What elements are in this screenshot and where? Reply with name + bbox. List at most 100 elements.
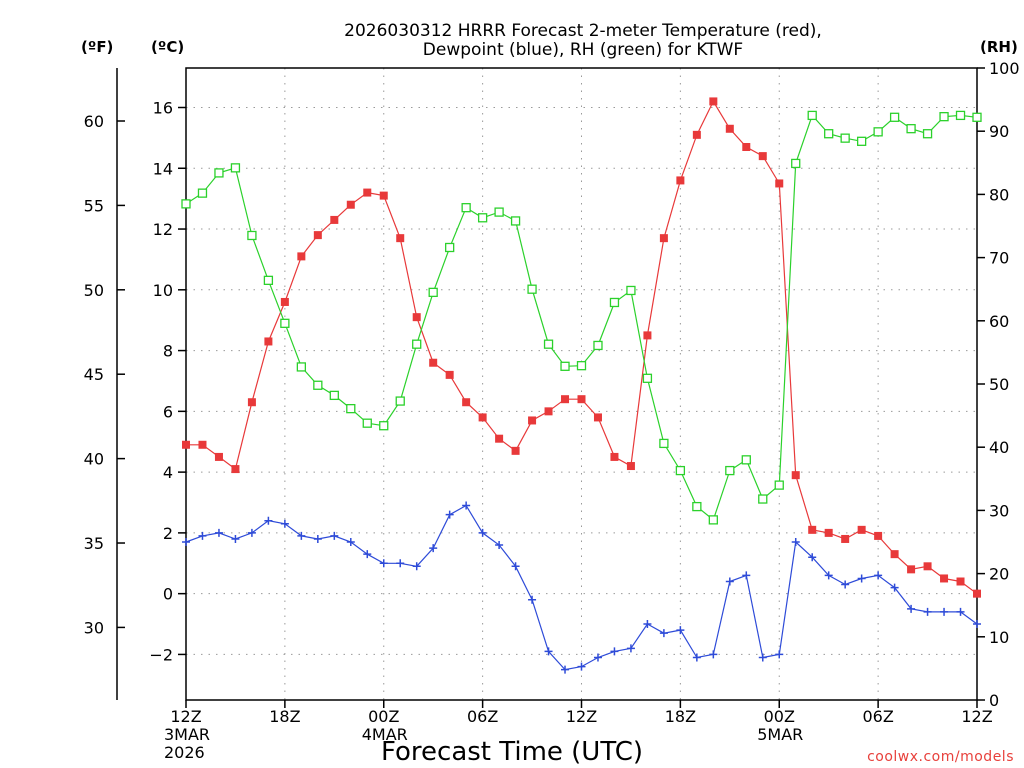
rh-point	[576, 361, 587, 371]
x-tick-label: 00Z	[368, 707, 399, 726]
rh-point	[873, 127, 883, 137]
temperature-point	[610, 452, 619, 461]
rh-point	[527, 284, 537, 294]
dewpoint-point	[182, 538, 190, 546]
rh-point	[922, 129, 933, 139]
celsius-tick-label: 10	[153, 281, 173, 300]
celsius-tick-label: 2	[163, 524, 173, 543]
temperature-point	[462, 398, 471, 407]
dewpoint-point	[709, 650, 718, 659]
rh-point	[346, 403, 356, 414]
temperature-line	[186, 100, 978, 595]
rh-point	[725, 465, 735, 476]
temperature-point	[198, 440, 207, 449]
rh-point	[824, 129, 834, 139]
fahrenheit-tick-label: 55	[84, 196, 104, 215]
celsius-tick-label: 14	[153, 159, 173, 178]
rh-point	[477, 213, 488, 223]
rh-tick-label: 70	[989, 249, 1009, 268]
rh-tick-label: 60	[989, 312, 1009, 331]
dewpoint-point	[247, 528, 256, 537]
fahrenheit-tick-label: 45	[84, 365, 104, 384]
temperature-point	[511, 446, 520, 455]
temperature-point	[659, 234, 668, 243]
grid-lines	[186, 68, 977, 700]
temperature-point	[264, 337, 273, 346]
dewpoint-point	[593, 653, 602, 662]
celsius-tick-label: 8	[163, 342, 173, 361]
rh-point	[840, 133, 850, 143]
rh-point	[626, 285, 636, 296]
rh-point	[412, 339, 422, 349]
rh-unit-label: (RH)	[980, 38, 1018, 56]
dewpoint-point	[561, 665, 570, 674]
temperature-point	[709, 97, 718, 106]
dewpoint-point	[808, 553, 817, 562]
temperature-point	[313, 231, 322, 240]
celsius-tick-label: 12	[153, 220, 173, 239]
rh-point	[329, 390, 339, 401]
dewpoint-point	[379, 559, 388, 568]
rh-tick-label: 90	[989, 122, 1009, 141]
rh-point	[791, 158, 801, 169]
rh-point	[461, 203, 471, 213]
dewpoint-point	[297, 531, 306, 540]
dewpoint-point	[973, 620, 981, 629]
temperature-point	[445, 370, 454, 379]
rh-point	[395, 396, 405, 406]
rh-point	[972, 112, 982, 122]
x-tick-label: 00Z	[764, 707, 795, 726]
dewpoint-point	[511, 562, 520, 571]
rh-tick-label: 80	[989, 185, 1009, 204]
rh-point	[543, 339, 554, 349]
dewpoint-point	[330, 531, 339, 540]
temperature-point	[841, 534, 850, 543]
rh-point	[593, 340, 603, 351]
temperature-point	[758, 152, 767, 161]
dewpoint-point	[445, 510, 454, 519]
dewpoint-point	[198, 531, 207, 540]
celsius-tick-label: 6	[163, 402, 173, 421]
rh-tick-label: 20	[989, 565, 1009, 584]
dewpoint-point	[857, 574, 866, 583]
x-tick-label: 06Z	[467, 707, 498, 726]
x-tick-label: 12Z	[170, 707, 201, 726]
dewpoint-point	[264, 516, 273, 525]
x-tick-label: 12Z	[566, 707, 597, 726]
temperature-point	[231, 465, 240, 474]
temperature-point	[363, 188, 372, 197]
celsius-tick-label: −2	[149, 645, 173, 664]
rh-point	[955, 110, 966, 121]
dewpoint-point	[940, 607, 949, 616]
temperature-point	[808, 525, 817, 534]
celsius-tick-label: 16	[153, 99, 173, 118]
temperature-point	[874, 531, 883, 540]
dewpoint-point	[280, 519, 289, 528]
rh-point	[856, 136, 867, 146]
rh-point	[313, 380, 323, 390]
dewpoint-point	[659, 629, 668, 638]
dewpoint-point	[676, 626, 685, 635]
dewpoint-point	[907, 604, 916, 613]
dewpoint-point	[742, 571, 751, 580]
rh-point	[675, 465, 686, 476]
dewpoint-point	[956, 607, 965, 616]
dewpoint-point	[346, 538, 355, 546]
temperature-point	[775, 179, 784, 188]
temperature-point	[412, 313, 421, 322]
temperature-point	[692, 130, 701, 139]
rh-point	[510, 216, 521, 226]
dewpoint-point	[692, 653, 701, 662]
temperature-point	[478, 413, 487, 422]
temperature-point	[544, 407, 553, 416]
fahrenheit-tick-label: 40	[84, 450, 104, 469]
x-tick-label: 06Z	[862, 707, 893, 726]
rh-point	[758, 494, 768, 504]
temperature-point	[396, 234, 405, 243]
dewpoint-point	[396, 559, 405, 568]
temperature-point	[824, 528, 833, 537]
temperature-point	[676, 176, 685, 185]
rh-point	[445, 242, 455, 253]
dewpoint-point	[824, 571, 833, 580]
